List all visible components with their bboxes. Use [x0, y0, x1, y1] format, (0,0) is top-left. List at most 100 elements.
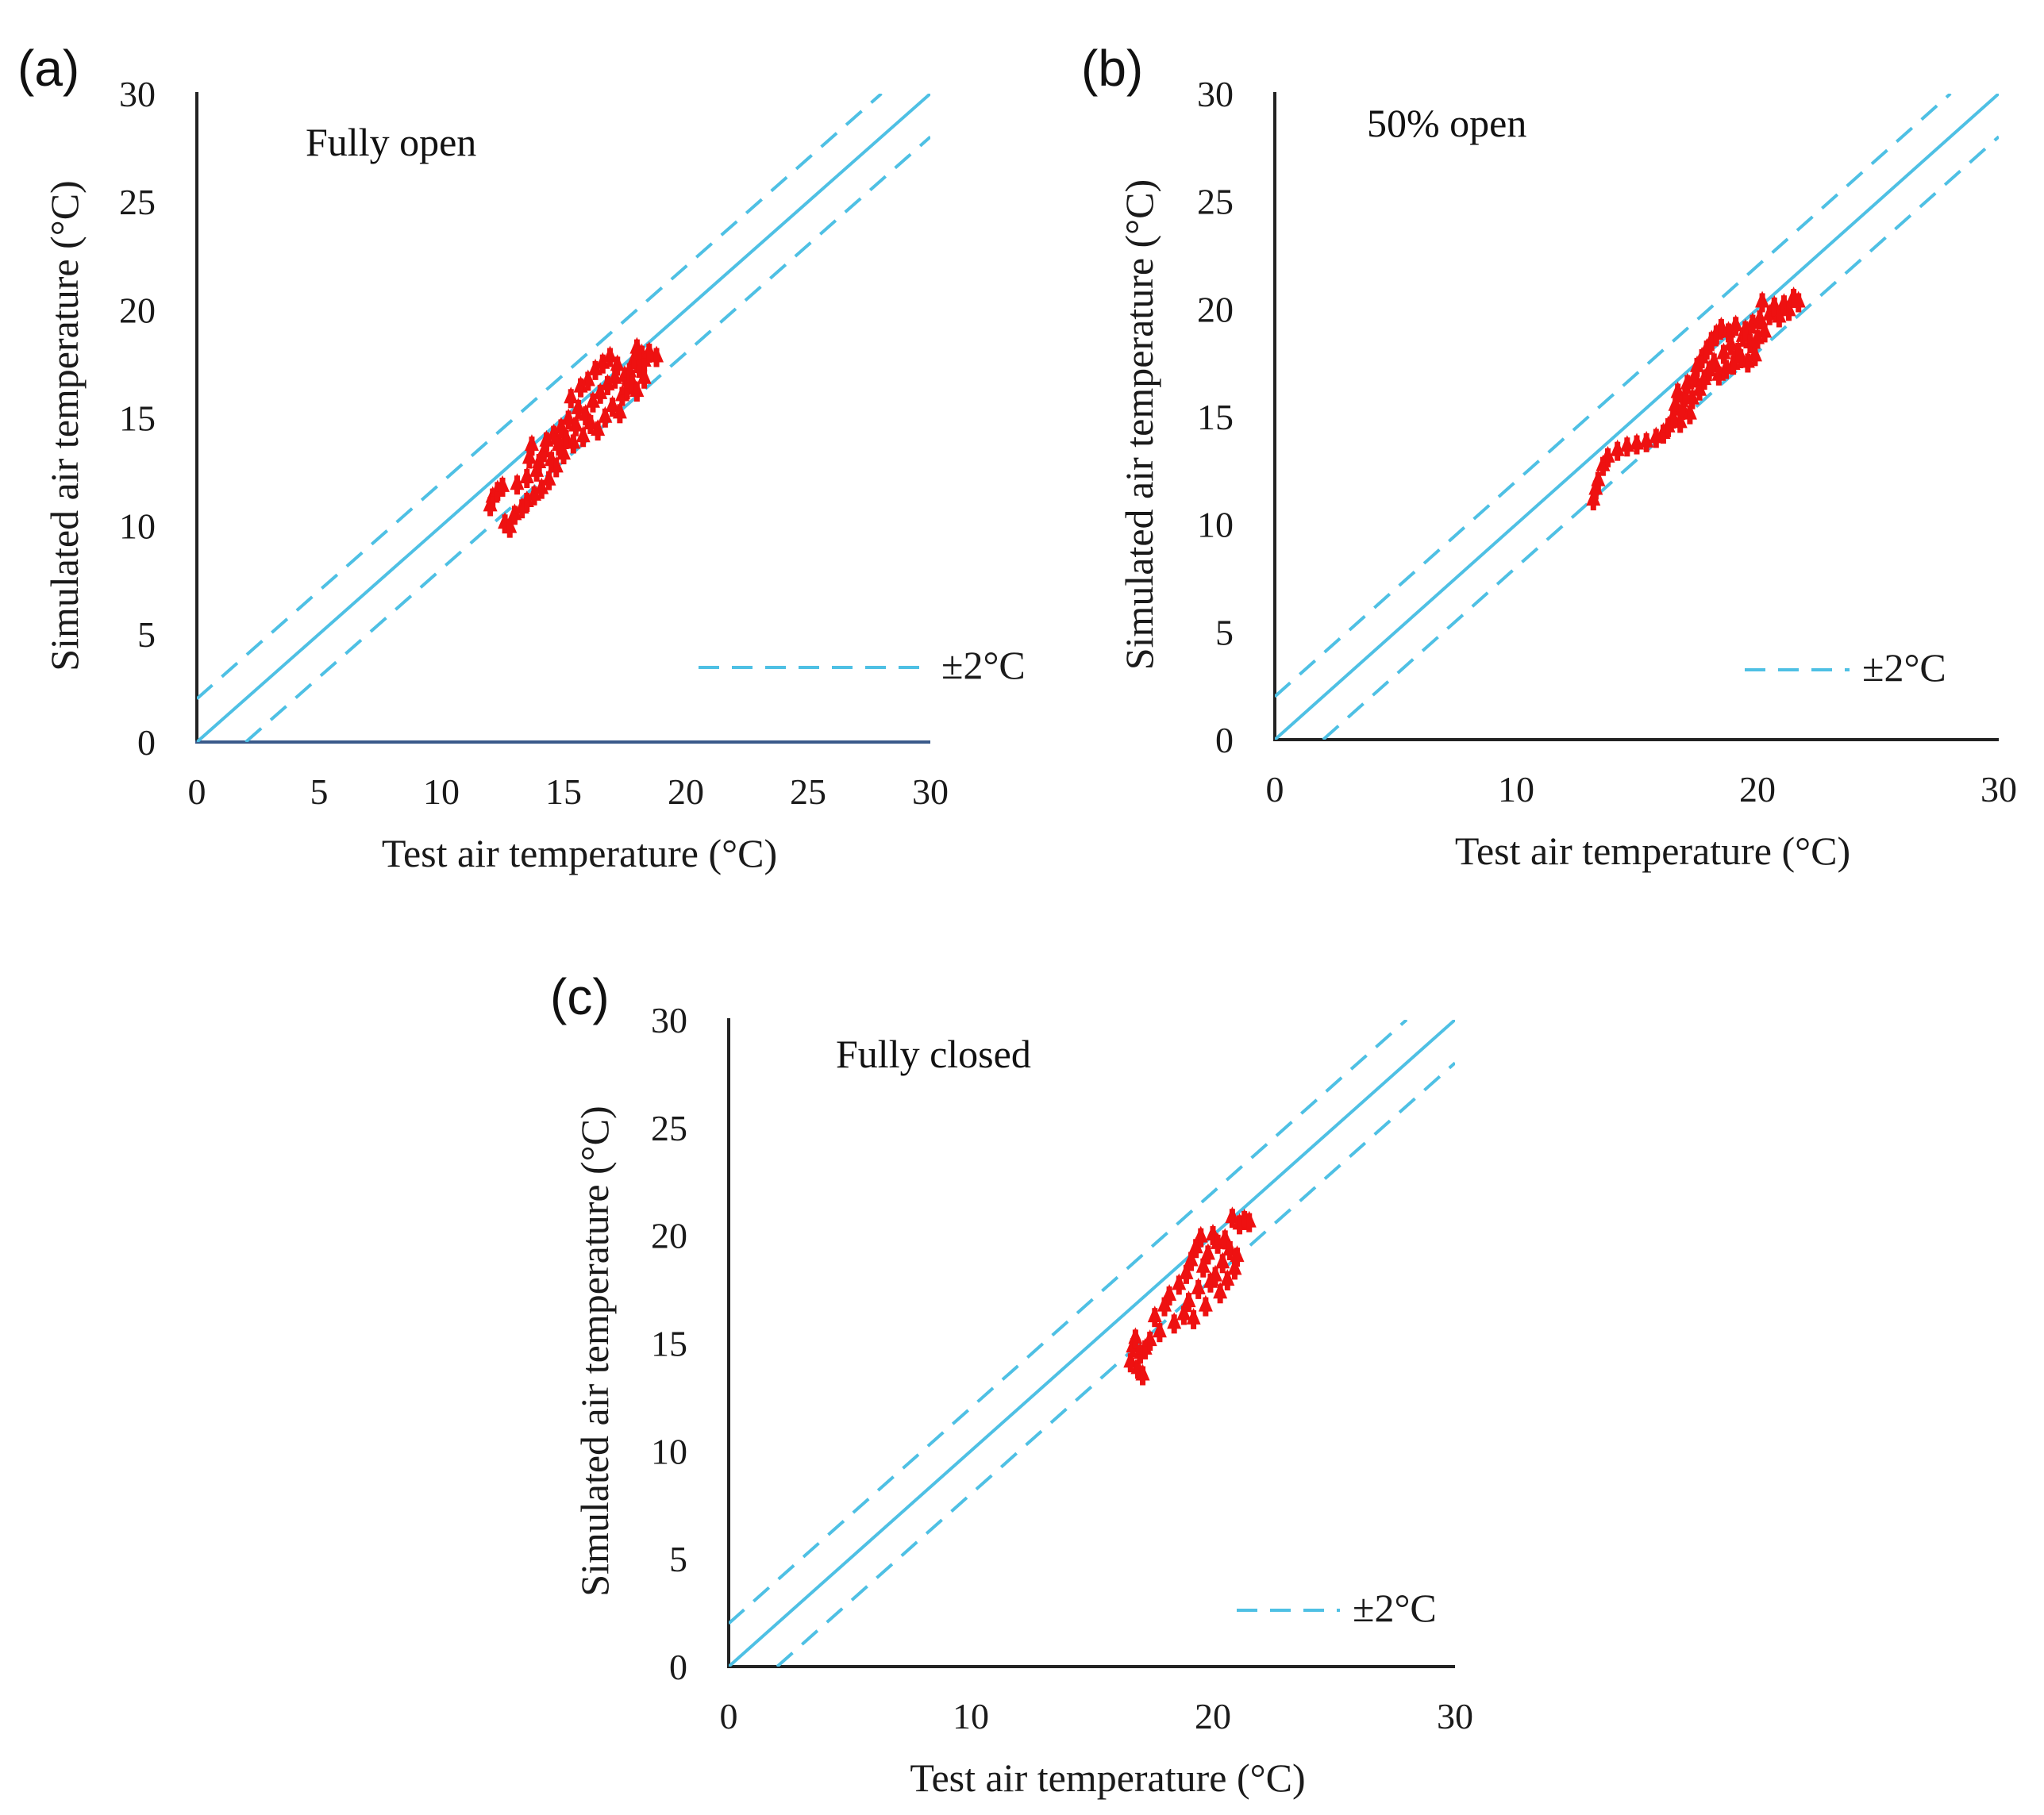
data-point-stem — [629, 374, 635, 394]
data-point-stem — [1786, 302, 1792, 321]
data-point-stem — [1720, 344, 1726, 364]
data-point-stem — [543, 432, 549, 452]
data-point-stem — [646, 344, 652, 363]
data-point-stem — [590, 393, 596, 413]
y-tick-label: 5 — [137, 614, 156, 655]
data-point-stem — [1134, 1359, 1141, 1379]
y-tick-label: 30 — [651, 1000, 687, 1040]
data-point-stem — [1205, 1245, 1211, 1265]
data-point-stem — [1680, 401, 1686, 421]
y-tick-label: 10 — [651, 1431, 687, 1471]
panel-title: Fully closed — [836, 1032, 1031, 1076]
data-point-stem — [549, 452, 555, 471]
data-point-stem — [538, 479, 545, 499]
data-point-stem — [1643, 433, 1649, 452]
data-point-stem — [1728, 336, 1734, 356]
data-point-stem — [1723, 360, 1729, 379]
y-tick-label: 10 — [119, 506, 156, 547]
data-point-stem — [641, 352, 648, 371]
data-point-stem — [1188, 1252, 1195, 1271]
x-tick-label: 20 — [1195, 1696, 1231, 1736]
data-point-stem — [1246, 1213, 1253, 1232]
data-points — [483, 336, 664, 538]
data-point-stem — [1747, 334, 1753, 354]
data-point-stem — [1231, 1260, 1238, 1280]
data-point-stem — [529, 436, 535, 456]
data-point-stem — [1776, 308, 1782, 328]
data-point-stem — [560, 445, 567, 465]
data-point-stem — [1226, 1240, 1233, 1260]
data-point-stem — [506, 518, 513, 538]
data-point-stem — [1696, 381, 1703, 401]
y-tick-label: 15 — [1197, 397, 1234, 437]
y-tick-label: 30 — [1197, 74, 1234, 114]
data-point-stem — [1615, 441, 1621, 461]
y-tick-label: 15 — [119, 398, 156, 439]
data-point-stem — [633, 339, 640, 359]
data-point-stem — [614, 356, 621, 376]
data-point-stem — [1677, 413, 1684, 433]
x-tick-label: 0 — [1266, 769, 1284, 809]
x-tick-label: 20 — [668, 771, 704, 812]
panel-a: (a) 0 5 10 15 20 25 30 0 5 10 15 20 25 30 Test air temp… — [17, 40, 1026, 875]
data-point-stem — [526, 449, 533, 469]
data-point-stem — [1219, 1254, 1226, 1274]
data-point-stem — [1234, 1248, 1240, 1267]
y-tick-label: 5 — [669, 1539, 687, 1579]
data-point-stem — [1752, 347, 1758, 367]
data-point-stem — [1692, 368, 1698, 388]
data-point-stem — [1166, 1286, 1172, 1306]
data-point-stem — [599, 354, 606, 374]
data-point-stem — [578, 378, 584, 398]
data-point-stem — [499, 477, 506, 497]
data-point-stem — [619, 386, 626, 406]
x-tick-label: 30 — [1980, 769, 2017, 809]
data-point-stem — [1198, 1228, 1204, 1248]
legend: ±2°C — [1237, 1586, 1437, 1630]
y-tick-label: 20 — [1197, 289, 1234, 329]
data-point-stem — [1699, 349, 1705, 369]
data-point-stem — [511, 506, 518, 525]
data-point-stem — [1157, 1323, 1163, 1343]
data-point-stem — [587, 414, 594, 434]
data-point-stem — [592, 360, 599, 380]
data-point-stem — [1738, 349, 1744, 369]
y-tick-label: 0 — [137, 722, 156, 763]
data-point-stem — [597, 384, 603, 404]
data-point-stem — [1599, 456, 1606, 476]
panel-c: (c) 0 10 20 30 0 5 10 15 20 25 30 Test air temperatu… — [550, 968, 1473, 1800]
identity-line — [197, 94, 930, 742]
data-point-stem — [1212, 1267, 1218, 1286]
y-tick-label: 30 — [119, 74, 156, 114]
data-point-stem — [1742, 321, 1749, 340]
data-point-stem — [490, 488, 496, 508]
x-tick-label: 30 — [912, 771, 949, 812]
data-point-stem — [1195, 1279, 1202, 1299]
identity-line — [1275, 94, 1999, 740]
data-point-stem — [1796, 293, 1802, 313]
x-tick-label: 0 — [720, 1696, 738, 1736]
data-point-stem — [1780, 295, 1787, 315]
data-point-stem — [641, 369, 648, 389]
y-tick-label: 25 — [119, 182, 156, 222]
data-point-stem — [524, 492, 530, 512]
data-point-stem — [1207, 1273, 1214, 1293]
data-point-stem — [558, 419, 564, 439]
data-point-stem — [1203, 1297, 1209, 1317]
data-point-stem — [1193, 1239, 1199, 1259]
panel-letter: (b) — [1081, 40, 1143, 97]
data-point-stem — [1653, 429, 1659, 448]
data-point-stem — [1171, 1314, 1177, 1334]
data-point-stem — [1176, 1275, 1182, 1295]
data-point-stem — [563, 430, 569, 450]
data-point-stem — [1140, 1366, 1146, 1386]
data-point-stem — [633, 383, 640, 402]
data-point-stem — [1634, 435, 1640, 455]
data-point-stem — [1766, 306, 1773, 325]
data-point-stem — [1708, 332, 1715, 352]
data-point-stem — [519, 499, 525, 519]
data-point-stem — [1147, 1332, 1153, 1352]
data-point-stem — [524, 469, 530, 489]
data-point-stem — [1161, 1297, 1168, 1317]
x-tick-label: 20 — [1739, 769, 1776, 809]
